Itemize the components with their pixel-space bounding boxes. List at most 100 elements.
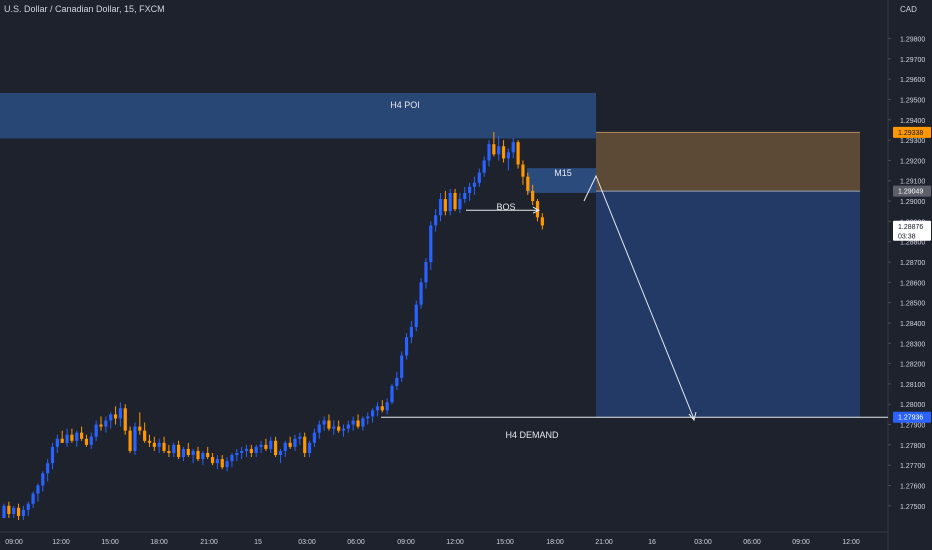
candle: [531, 190, 535, 202]
candle: [380, 406, 384, 411]
candle: [206, 452, 210, 458]
candle: [492, 144, 496, 155]
candle: [177, 444, 181, 458]
candle: [298, 436, 302, 439]
candle: [50, 446, 55, 464]
y-tick-label: 1.28500: [900, 301, 925, 308]
candle: [438, 199, 443, 216]
candle: [337, 426, 341, 431]
y-tick-label: 1.29400: [900, 118, 925, 125]
x-tick-label: 12:00: [842, 539, 860, 546]
candle: [327, 420, 331, 429]
candle: [181, 448, 186, 458]
candle: [269, 440, 273, 449]
candle: [41, 473, 45, 486]
y-tick-label: 1.29000: [900, 199, 925, 206]
candle: [356, 420, 360, 427]
candle: [46, 463, 50, 474]
candle: [55, 438, 59, 447]
price-label-text: 1.29338: [898, 130, 923, 137]
candle: [123, 408, 127, 431]
candle: [278, 450, 283, 456]
y-tick-label: 1.28400: [900, 321, 925, 328]
h4-demand-label: H4 DEMAND: [505, 430, 559, 440]
supply-box: [596, 132, 860, 192]
candle: [220, 459, 224, 468]
candle: [424, 262, 428, 283]
candle: [487, 144, 491, 161]
candle: [152, 442, 156, 447]
x-tick-label: 18:00: [150, 539, 168, 546]
candle: [138, 426, 142, 431]
price-label-current: [893, 220, 931, 241]
candle: [186, 448, 190, 456]
price-label-text: 1.27936: [898, 415, 923, 422]
bos-label: BOS: [496, 202, 515, 212]
candle: [351, 420, 355, 425]
candle: [526, 176, 530, 191]
candle: [341, 428, 346, 431]
x-tick-label: 15:00: [101, 539, 119, 546]
candle: [118, 408, 122, 419]
y-tick-label: 1.29700: [900, 57, 925, 64]
candle: [472, 182, 477, 187]
candle: [240, 450, 244, 453]
x-tick-label: 21:00: [595, 539, 613, 546]
bos-arrowhead: [532, 206, 541, 214]
candle: [468, 186, 472, 193]
candle: [303, 436, 307, 453]
x-tick-label: 09:00: [5, 539, 23, 546]
candle: [293, 438, 297, 447]
candle: [482, 160, 486, 173]
h4-poi-label: H4 POI: [390, 100, 420, 110]
candle: [312, 432, 316, 443]
chart-title: U.S. Dollar / Canadian Dollar, 15, FXCM: [4, 4, 165, 14]
candle: [274, 440, 278, 456]
candle: [201, 452, 205, 460]
price-label-supply: [893, 126, 931, 138]
candle: [113, 414, 118, 419]
candle: [157, 442, 161, 447]
x-tick-label: 03:00: [694, 539, 712, 546]
candle: [375, 406, 380, 411]
candle: [89, 436, 93, 445]
y-tick-label: 1.29200: [900, 158, 925, 165]
candle: [259, 444, 263, 447]
candle: [36, 485, 40, 494]
h4-poi-zone: [0, 92, 596, 139]
y-tick-label: 1.28300: [900, 341, 925, 348]
candle: [443, 199, 447, 212]
x-tick-label: 12:00: [446, 539, 464, 546]
projection-path: [583, 174, 695, 420]
candle: [21, 509, 25, 516]
target-box: [596, 191, 860, 418]
y-tick-label: 1.27500: [900, 504, 925, 511]
y-tick-label: 1.29300: [900, 138, 925, 145]
candle: [16, 507, 21, 516]
candle: [133, 426, 137, 451]
candle: [26, 503, 30, 510]
candle: [75, 432, 79, 441]
y-tick-label: 1.28100: [900, 382, 925, 389]
price-label-text: 1.29049: [898, 189, 923, 196]
candle: [167, 450, 171, 453]
y-tick-label: 1.28700: [900, 260, 925, 267]
y-tick-label: 1.28200: [900, 362, 925, 369]
candle: [12, 507, 16, 514]
x-tick-label: 12:00: [52, 539, 70, 546]
candle: [172, 444, 176, 453]
candle: [104, 420, 108, 427]
candle: [361, 418, 365, 427]
candle: [400, 355, 404, 378]
candle: [429, 225, 433, 263]
y-tick-label: 1.29100: [900, 179, 925, 186]
candle: [7, 505, 11, 514]
candle: [404, 337, 409, 356]
currency-label: CAD: [900, 5, 917, 14]
candle: [2, 505, 6, 518]
candle: [128, 430, 132, 451]
candle: [458, 199, 462, 210]
price-label-demand: [893, 411, 931, 423]
y-tick-label: 1.29500: [900, 97, 925, 104]
